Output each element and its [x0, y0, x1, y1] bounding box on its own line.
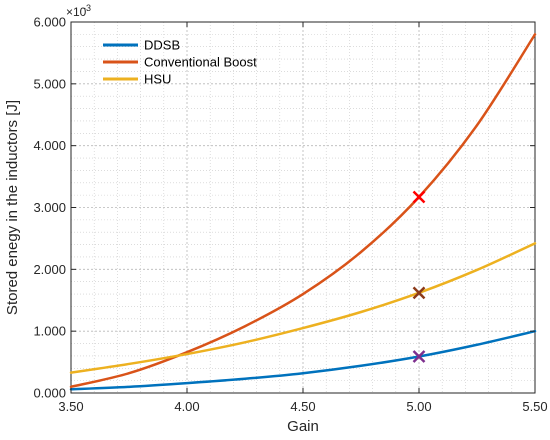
series-layer [69, 33, 537, 391]
y-axis-exponent: ×10 -3 [66, 3, 91, 19]
y-tick-label: 6.000 [33, 15, 66, 30]
y-axis-label: Stored enegy in the inductors [J] [4, 100, 21, 315]
y-tick-labels: 0.000 1.000 2.000 3.000 4.000 5.000 6.000 [33, 15, 535, 401]
y-tick-label: 4.000 [33, 138, 66, 153]
x-tick-label: 5.00 [406, 399, 431, 414]
x-tick-label: 4.00 [174, 399, 199, 414]
series-line-hsu [69, 242, 537, 374]
y-tick-label: 2.000 [33, 262, 66, 277]
series-line-ddsb [69, 329, 537, 391]
legend-item-hsu: HSU [103, 72, 171, 87]
legend-item-conventional-boost: Conventional Boost [103, 55, 257, 70]
marker-hsu [412, 286, 426, 300]
y-tick-label: 5.000 [33, 76, 66, 91]
legend-item-ddsb: DDSB [103, 38, 180, 53]
x-tick-label: 5.50 [522, 399, 547, 414]
legend-label: HSU [144, 72, 171, 87]
y-exponent-base: ×10 [66, 5, 87, 19]
y-tick-label: 3.000 [33, 200, 66, 215]
marker-ddsb [412, 350, 426, 363]
legend-label: DDSB [144, 38, 180, 53]
y-tick-label: 0.000 [33, 386, 66, 401]
legend-label: Conventional Boost [144, 55, 257, 70]
x-axis-label: Gain [287, 418, 319, 435]
marker-conventional-boost [412, 190, 426, 204]
x-tick-label: 4.50 [290, 399, 315, 414]
y-tick-label: 1.000 [33, 324, 66, 339]
x-tick-labels: 3.50 4.00 4.50 5.00 5.50 [58, 22, 548, 414]
x-tick-label: 3.50 [58, 399, 83, 414]
y-exponent-power: -3 [83, 3, 91, 13]
marker-layer [412, 190, 426, 363]
series-line-conventional-boost [69, 33, 537, 389]
legend: DDSB Conventional Boost HSU [103, 38, 257, 87]
